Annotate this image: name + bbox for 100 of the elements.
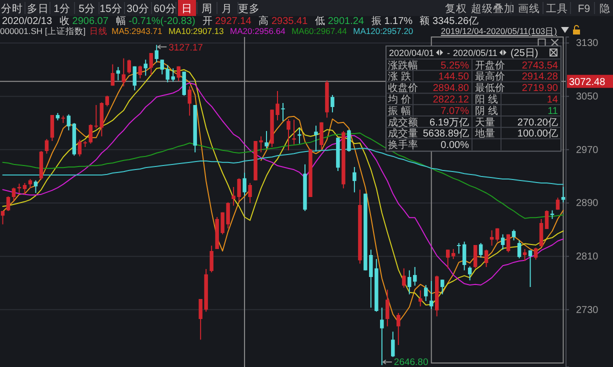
y-tick-label: 3050 — [576, 92, 599, 103]
candlestick — [248, 182, 252, 204]
candlestick — [396, 312, 400, 346]
candlestick — [188, 86, 192, 116]
candlestick — [473, 244, 478, 269]
annotation: 5.25% — [440, 60, 470, 72]
text: F9 — [578, 3, 590, 15]
annotation: 均 价 — [387, 94, 411, 106]
text: 2019/12/04-2020/05/11(103日) — [440, 26, 558, 36]
candlestick — [176, 66, 180, 82]
annotation: 7.07% — [440, 106, 470, 117]
annotation: 14 — [546, 94, 558, 106]
annotation: 3127.17 — [168, 42, 203, 54]
text: 额 3345.26亿 — [420, 15, 479, 27]
candlestick — [34, 180, 38, 194]
candlestick — [468, 266, 472, 281]
candlestick — [402, 268, 406, 288]
candlestick — [352, 166, 356, 193]
text: 15分 — [100, 3, 122, 15]
annotation: 2914.28 — [522, 72, 558, 83]
candlestick — [149, 52, 153, 76]
candlestick — [17, 183, 22, 194]
y-tick-label: 2730 — [576, 304, 599, 316]
candlestick — [22, 182, 27, 195]
text: MA10:2907.13 — [168, 26, 224, 36]
y-tick-label: 3130 — [576, 38, 599, 50]
candlestick — [61, 115, 66, 124]
text: 工具 — [546, 3, 568, 15]
candlestick — [6, 196, 10, 212]
candlestick — [528, 250, 532, 288]
candlestick — [500, 234, 505, 250]
annotation: 换手率 — [388, 139, 418, 152]
annotation: 100.00亿 — [517, 128, 558, 140]
annotation: 6.19万亿 — [430, 117, 469, 128]
candlestick — [132, 66, 136, 91]
y-tick-label: 2890 — [576, 198, 599, 210]
text: MA5:2943.71 — [112, 26, 162, 36]
annotation: (25日) — [510, 48, 538, 59]
candlestick — [534, 247, 538, 260]
candlestick — [347, 129, 351, 152]
text: MA20:2956.64 — [230, 26, 286, 36]
annotation: 2020/04/01 — [389, 48, 434, 58]
candlestick — [78, 139, 82, 157]
candlestick — [154, 44, 158, 63]
candlestick — [138, 65, 142, 79]
text: 周 — [202, 3, 212, 15]
candlestick — [391, 331, 395, 358]
text: 高 2935.41 — [258, 15, 308, 27]
text: 000001.SH [上证指数] — [0, 26, 86, 36]
annotation: 天量 — [475, 117, 495, 128]
annotation: 地量 — [474, 128, 495, 140]
annotation: 5638.89亿 — [422, 128, 469, 140]
text: MA60:2967.44 — [292, 26, 348, 36]
candlestick — [478, 242, 483, 258]
candlestick — [495, 228, 500, 242]
candlestick — [544, 210, 549, 230]
candlestick — [380, 307, 384, 366]
text: 30分 — [126, 3, 150, 15]
text: 日线 — [90, 26, 108, 36]
candlestick — [88, 124, 93, 144]
candlestick — [320, 122, 324, 150]
text: MA120:2957.20 — [353, 26, 414, 36]
annotation: 2822.12 — [432, 94, 470, 106]
candlestick — [430, 280, 434, 310]
text: 复权 — [445, 3, 467, 15]
candlestick — [110, 64, 115, 86]
y-tick-label: 2970 — [576, 144, 599, 156]
candlestick — [512, 229, 516, 241]
annotation: 270.20亿 — [517, 117, 558, 128]
candlestick — [210, 245, 214, 273]
annotation: 阴 线 — [475, 104, 498, 117]
annotation: 成交量 — [388, 128, 418, 140]
text: 日 — [182, 3, 192, 15]
candlestick — [314, 125, 318, 152]
annotation: 最高价 — [475, 70, 505, 83]
candlestick — [0, 210, 5, 225]
annotation: 收盘价 — [388, 82, 418, 94]
annotation: 2719.90 — [522, 83, 558, 94]
candlestick — [50, 114, 54, 142]
annotation: 2743.54 — [522, 60, 558, 72]
line-series — [2, 148, 564, 185]
candlestick — [506, 234, 510, 253]
candlestick — [127, 59, 132, 74]
text: 分时 — [1, 2, 23, 15]
text: 2020/02/13 — [2, 16, 52, 27]
text: 1分 — [54, 3, 70, 15]
candlestick — [44, 138, 49, 154]
candlestick — [484, 249, 488, 268]
candlestick — [286, 118, 290, 151]
annotation: 2894.80 — [432, 83, 470, 94]
annotation: 涨跌幅 — [388, 59, 418, 72]
annotation: 0.00% — [440, 140, 470, 152]
candlestick — [440, 279, 444, 295]
annotation: 2646.80 — [394, 357, 428, 367]
candlestick — [462, 241, 466, 271]
annotation: 最低价 — [475, 82, 505, 94]
text: 更多 — [238, 3, 260, 15]
candlestick — [451, 248, 456, 260]
text: 开 2927.14 — [202, 16, 252, 27]
candlestick — [264, 130, 268, 149]
